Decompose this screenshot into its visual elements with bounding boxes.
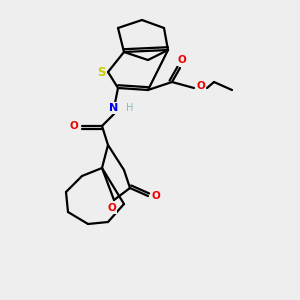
Text: O: O xyxy=(108,203,116,213)
Text: O: O xyxy=(178,55,186,65)
Text: O: O xyxy=(152,191,160,201)
Text: S: S xyxy=(97,65,105,79)
Text: H: H xyxy=(126,103,134,113)
Text: O: O xyxy=(196,81,206,91)
Text: O: O xyxy=(70,121,78,131)
Text: N: N xyxy=(110,103,118,113)
